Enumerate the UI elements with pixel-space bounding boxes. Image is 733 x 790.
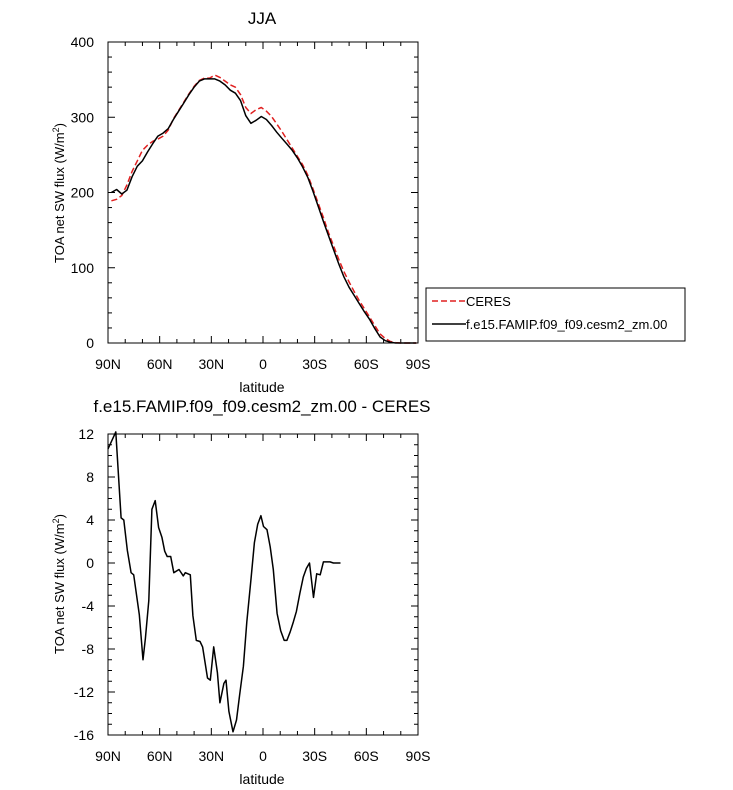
top-y-tick-label: 100 [71,260,95,276]
top-panel: JJA 90N 60N 30N 0 30S 60S 90S 0 100 200 300 400 lat… [51,9,686,395]
top-x-tick-label: 90S [406,356,431,372]
legend-ceres-label: CERES [466,294,511,309]
top-series-line-f-e15-famip-f09-f09-cesm2-zm-00 [111,78,417,344]
top-y-axis-label-tail: ) [52,123,67,127]
bottom-x-tick-label: 60N [147,748,173,764]
bottom-y-tick-label: -8 [82,641,95,657]
bottom-y-tick-label: 8 [86,469,94,485]
top-y-tick-label: 400 [71,34,95,50]
top-tick-marks [107,41,419,344]
legend-model-label: f.e15.FAMIP.f09_f09.cesm2_zm.00 [466,317,667,332]
top-y-axis-label: TOA net SW flux (W/m2) [51,123,67,263]
bottom-x-tick-label: 30N [198,748,224,764]
bottom-series-line-difference [107,431,341,733]
top-x-tick-label: 60S [354,356,379,372]
bottom-tick-labels: 90N 60N 30N 0 30S 60S 90S -16 -12 -8 -4 0 4 8 12 [74,426,431,764]
bottom-y-tick-label: -16 [74,727,94,743]
bottom-x-tick-label: 60S [354,748,379,764]
bottom-y-tick-label: 12 [78,426,94,442]
top-plot-frame [107,41,419,344]
bottom-series [107,431,341,733]
bottom-x-tick-label: 90S [406,748,431,764]
legend: CERES f.e15.FAMIP.f09_f09.cesm2_zm.00 [425,287,686,342]
top-x-tick-label: 0 [259,356,267,372]
top-series [111,74,417,344]
top-x-tick-label: 60N [147,356,173,372]
bottom-y-axis-label-tail: ) [52,514,67,518]
bottom-y-tick-label: -4 [82,598,95,614]
top-x-tick-label: 30S [302,356,327,372]
bottom-x-axis-label: latitude [239,771,284,787]
bottom-plot-frame [107,433,419,736]
top-y-tick-label: 200 [71,185,95,201]
bottom-x-tick-label: 90N [95,748,121,764]
bottom-y-axis-label: TOA net SW flux (W/m2) [51,514,67,654]
top-x-axis-label: latitude [239,379,284,395]
legend-box [425,287,686,342]
top-tick-labels: 90N 60N 30N 0 30S 60S 90S 0 100 200 300 400 [71,34,431,372]
bottom-y-tick-label: 0 [86,555,94,571]
top-series-line-ceres [111,74,417,344]
top-x-tick-label: 90N [95,356,121,372]
top-y-tick-label: 300 [71,109,95,125]
bottom-tick-marks [107,433,419,736]
bottom-y-axis-label-main: TOA net SW flux (W/m [52,523,67,654]
bottom-x-tick-label: 0 [259,748,267,764]
bottom-y-axis-label-sup: 2 [51,518,61,523]
bottom-y-tick-label: -12 [74,684,94,700]
top-chart-title: JJA [248,9,277,28]
bottom-y-tick-label: 4 [86,512,94,528]
top-y-tick-label: 0 [86,335,94,351]
bottom-panel: f.e15.FAMIP.f09_f09.cesm2_zm.00 - CERES … [51,397,431,787]
bottom-x-tick-label: 30S [302,748,327,764]
bottom-chart-title: f.e15.FAMIP.f09_f09.cesm2_zm.00 - CERES [93,397,430,416]
top-y-axis-label-sup: 2 [51,127,61,132]
top-x-tick-label: 30N [198,356,224,372]
top-y-axis-label-main: TOA net SW flux (W/m [52,132,67,263]
